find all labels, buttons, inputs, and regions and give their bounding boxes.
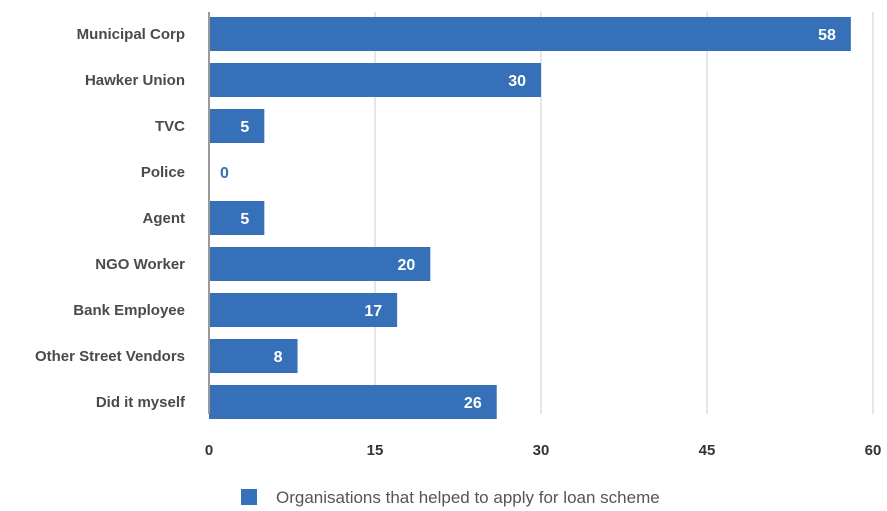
category-label: Other Street Vendors <box>35 348 185 365</box>
legend-swatch <box>241 489 257 505</box>
data-label: 0 <box>220 165 229 182</box>
x-tick-label: 30 <box>533 442 550 459</box>
data-label: 5 <box>240 119 249 136</box>
data-label: 58 <box>818 27 836 44</box>
category-label: Police <box>141 164 185 181</box>
data-label: 5 <box>240 211 249 228</box>
x-tick-label: 45 <box>699 442 716 459</box>
x-tick-label: 0 <box>205 442 213 459</box>
bars <box>209 17 851 419</box>
legend: Organisations that helped to apply for l… <box>241 488 660 507</box>
bar <box>209 247 431 281</box>
bar <box>209 17 851 51</box>
x-tick-label: 15 <box>367 442 384 459</box>
data-label: 17 <box>364 303 382 320</box>
bar <box>209 339 298 373</box>
category-label: Bank Employee <box>73 302 185 319</box>
category-label: Hawker Union <box>85 72 185 89</box>
data-label: 30 <box>508 73 526 90</box>
bar <box>209 63 541 97</box>
legend-label: Organisations that helped to apply for l… <box>276 488 660 507</box>
bar <box>209 201 265 235</box>
category-label: Did it myself <box>96 394 186 411</box>
bar <box>209 293 398 327</box>
data-label: 26 <box>464 395 482 412</box>
category-label: TVC <box>155 118 185 135</box>
bar <box>209 385 497 419</box>
data-label: 8 <box>274 349 283 366</box>
category-label: NGO Worker <box>95 256 185 273</box>
bar <box>209 109 265 143</box>
category-label: Agent <box>143 210 186 227</box>
x-tick-label: 60 <box>865 442 882 459</box>
data-label: 20 <box>398 257 416 274</box>
category-label: Municipal Corp <box>77 26 185 43</box>
axes: 0 15 30 45 60 <box>205 12 882 459</box>
